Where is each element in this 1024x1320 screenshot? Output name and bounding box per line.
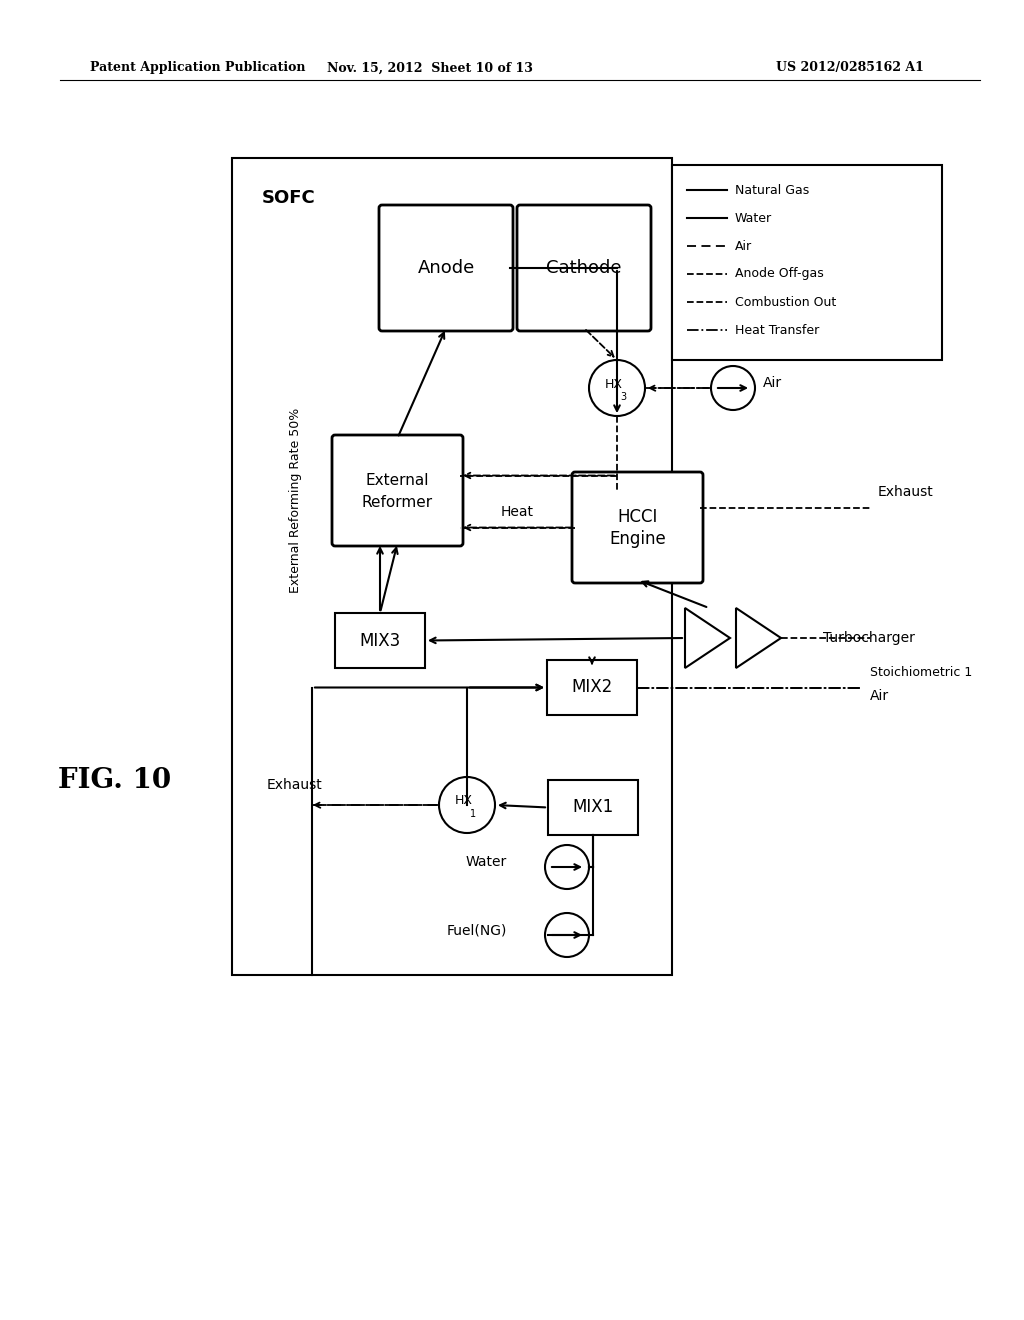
Text: MIX2: MIX2 <box>571 678 612 697</box>
Circle shape <box>439 777 495 833</box>
Bar <box>232 158 672 975</box>
Text: Natural Gas: Natural Gas <box>735 183 809 197</box>
Text: External: External <box>366 473 429 488</box>
Text: Air: Air <box>870 689 889 702</box>
Text: MIX1: MIX1 <box>572 799 613 817</box>
Text: HX: HX <box>605 378 623 391</box>
Text: Anode Off-gas: Anode Off-gas <box>735 268 823 281</box>
FancyBboxPatch shape <box>517 205 651 331</box>
Text: 3: 3 <box>620 392 626 403</box>
Text: Patent Application Publication: Patent Application Publication <box>90 62 305 74</box>
Text: Heat Transfer: Heat Transfer <box>735 323 819 337</box>
Circle shape <box>545 913 589 957</box>
Text: FIG. 10: FIG. 10 <box>58 767 172 793</box>
Text: US 2012/0285162 A1: US 2012/0285162 A1 <box>776 62 924 74</box>
Text: Turbocharger: Turbocharger <box>823 631 914 645</box>
Text: External Reforming Rate 50%: External Reforming Rate 50% <box>289 408 301 593</box>
Text: Cathode: Cathode <box>546 259 622 277</box>
Text: Heat: Heat <box>501 506 534 520</box>
Text: Combustion Out: Combustion Out <box>735 296 837 309</box>
Text: Air: Air <box>735 239 752 252</box>
Text: Exhaust: Exhaust <box>267 777 323 792</box>
Text: Engine: Engine <box>609 531 666 549</box>
Circle shape <box>589 360 645 416</box>
Text: Fuel(NG): Fuel(NG) <box>446 923 507 937</box>
Text: Reformer: Reformer <box>361 495 433 510</box>
Bar <box>672 165 942 360</box>
Bar <box>335 612 425 668</box>
Text: MIX3: MIX3 <box>359 631 400 649</box>
Text: HX: HX <box>455 795 473 808</box>
Text: 1: 1 <box>470 809 476 818</box>
FancyBboxPatch shape <box>332 436 463 546</box>
Text: HCCI: HCCI <box>617 508 657 527</box>
Text: Water: Water <box>735 211 772 224</box>
FancyBboxPatch shape <box>572 473 703 583</box>
Bar <box>547 660 637 715</box>
FancyBboxPatch shape <box>379 205 513 331</box>
Text: Stoichiometric 1: Stoichiometric 1 <box>870 667 972 678</box>
Circle shape <box>711 366 755 411</box>
Circle shape <box>545 845 589 888</box>
Bar <box>548 780 638 836</box>
Text: Air: Air <box>763 376 782 389</box>
Text: SOFC: SOFC <box>262 189 315 207</box>
Text: Water: Water <box>466 855 507 869</box>
Text: Exhaust: Exhaust <box>878 486 934 499</box>
Text: Nov. 15, 2012  Sheet 10 of 13: Nov. 15, 2012 Sheet 10 of 13 <box>327 62 532 74</box>
Polygon shape <box>736 609 781 668</box>
Polygon shape <box>685 609 730 668</box>
Text: Anode: Anode <box>418 259 475 277</box>
